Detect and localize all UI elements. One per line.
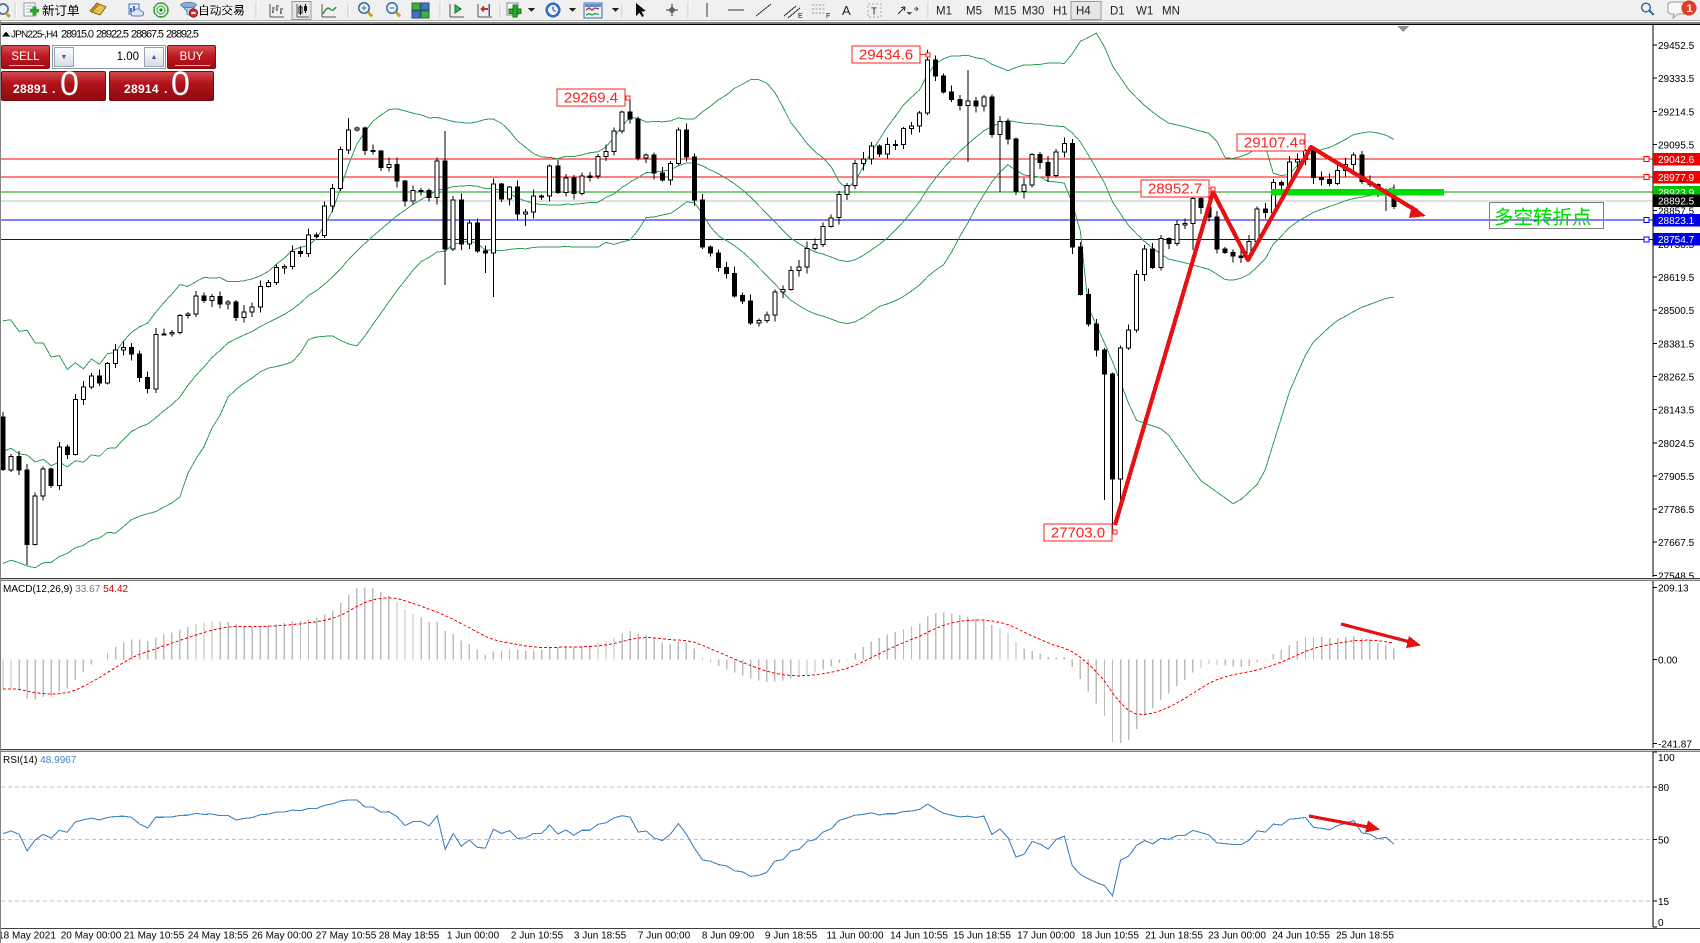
svg-text:11 Jun 00:00: 11 Jun 00:00	[826, 931, 884, 942]
svg-text:25 Jun 18:55: 25 Jun 18:55	[1336, 931, 1394, 942]
svg-text:-241.87: -241.87	[1658, 740, 1692, 751]
svg-text:15 Jun 18:55: 15 Jun 18:55	[953, 931, 1011, 942]
svg-text:26 May 00:00: 26 May 00:00	[252, 931, 313, 942]
svg-text:15: 15	[1658, 897, 1670, 908]
svg-text:2 Jun 10:55: 2 Jun 10:55	[511, 931, 564, 942]
svg-text:24 May 18:55: 24 May 18:55	[188, 931, 249, 942]
svg-text:RSI(14) 48.9967: RSI(14) 48.9967	[3, 755, 77, 766]
svg-text:8 Jun 09:00: 8 Jun 09:00	[702, 931, 755, 942]
svg-text:28143.5: 28143.5	[1658, 406, 1695, 417]
svg-text:29452.5: 29452.5	[1658, 41, 1695, 52]
svg-text:W1: W1	[1136, 6, 1153, 18]
svg-text:18 Jun 10:55: 18 Jun 10:55	[1081, 931, 1139, 942]
svg-text:27786.5: 27786.5	[1658, 505, 1695, 516]
svg-text:209.13: 209.13	[1658, 584, 1689, 595]
svg-text:M5: M5	[966, 6, 982, 18]
svg-text:27 May 10:55: 27 May 10:55	[316, 931, 377, 942]
svg-text:28262.5: 28262.5	[1658, 373, 1695, 384]
svg-text:0.00: 0.00	[1658, 656, 1678, 667]
svg-text:MN: MN	[1162, 6, 1180, 18]
svg-text:28977.9: 28977.9	[1658, 173, 1695, 184]
svg-text:14 Jun 10:55: 14 Jun 10:55	[890, 931, 948, 942]
svg-text:29333.5: 29333.5	[1658, 74, 1695, 85]
svg-text:24 Jun 10:55: 24 Jun 10:55	[1272, 931, 1330, 942]
svg-text:0: 0	[1658, 918, 1664, 929]
svg-text:28024.5: 28024.5	[1658, 439, 1695, 450]
svg-text:3 Jun 18:55: 3 Jun 18:55	[574, 931, 627, 942]
svg-text:28923.9: 28923.9	[1658, 188, 1695, 199]
svg-text:M15: M15	[994, 6, 1016, 18]
svg-text:28381.5: 28381.5	[1658, 339, 1695, 350]
svg-text:7 Jun 00:00: 7 Jun 00:00	[638, 931, 691, 942]
svg-text:21 May 10:55: 21 May 10:55	[124, 931, 185, 942]
svg-text:1 Jun 00:00: 1 Jun 00:00	[447, 931, 500, 942]
svg-text:A: A	[842, 3, 851, 18]
svg-text:27905.5: 27905.5	[1658, 472, 1695, 483]
svg-text:28915.0: 28915.0	[61, 29, 94, 41]
svg-text:28500.5: 28500.5	[1658, 306, 1695, 317]
svg-text:H1: H1	[1053, 6, 1068, 18]
svg-text:100: 100	[1658, 753, 1675, 764]
svg-text:1: 1	[1687, 3, 1693, 15]
svg-text:50: 50	[1658, 836, 1670, 847]
svg-text:29434.6: 29434.6	[859, 47, 913, 64]
svg-text:18 May 2021: 18 May 2021	[0, 931, 56, 942]
svg-text:H4: H4	[1076, 6, 1091, 18]
svg-text:29214.5: 29214.5	[1658, 107, 1695, 118]
svg-text:29107.4: 29107.4	[1244, 135, 1298, 152]
svg-text:80: 80	[1658, 783, 1670, 794]
svg-text:28867.5: 28867.5	[131, 29, 164, 41]
svg-text:28892.5: 28892.5	[166, 29, 199, 41]
svg-text:29042.6: 29042.6	[1658, 155, 1695, 166]
svg-text:MACD(12,26,9) 33.67 54.42: MACD(12,26,9) 33.67 54.42	[3, 584, 129, 595]
svg-text:9 Jun 18:55: 9 Jun 18:55	[765, 931, 818, 942]
svg-text:28 May 18:55: 28 May 18:55	[379, 931, 440, 942]
svg-text:27703.0: 27703.0	[1051, 525, 1105, 542]
svg-text:21 Jun 18:55: 21 Jun 18:55	[1145, 931, 1203, 942]
svg-text:23 Jun 00:00: 23 Jun 00:00	[1208, 931, 1266, 942]
svg-text:28619.5: 28619.5	[1658, 273, 1695, 284]
svg-text:28952.7: 28952.7	[1148, 181, 1202, 198]
svg-text:28823.1: 28823.1	[1658, 216, 1695, 227]
svg-text:28892.5: 28892.5	[1658, 197, 1695, 208]
svg-text:27548.5: 27548.5	[1658, 571, 1695, 582]
svg-text:27667.5: 27667.5	[1658, 538, 1695, 549]
svg-text:M1: M1	[936, 6, 952, 18]
svg-text:D1: D1	[1110, 6, 1125, 18]
svg-text:E: E	[798, 13, 803, 20]
svg-text:20 May 00:00: 20 May 00:00	[61, 931, 122, 942]
svg-text:F: F	[826, 13, 830, 20]
svg-text:29095.5: 29095.5	[1658, 140, 1695, 151]
svg-text:28857.5: 28857.5	[1658, 207, 1695, 218]
svg-text:29269.4: 29269.4	[564, 90, 618, 107]
svg-text:28922.5: 28922.5	[96, 29, 129, 41]
svg-text:M30: M30	[1022, 6, 1044, 18]
svg-text:T: T	[871, 7, 877, 18]
svg-text:17 Jun 00:00: 17 Jun 00:00	[1017, 931, 1075, 942]
svg-text:28754.7: 28754.7	[1658, 235, 1695, 246]
svg-text:JPN225-,H4: JPN225-,H4	[11, 30, 58, 41]
